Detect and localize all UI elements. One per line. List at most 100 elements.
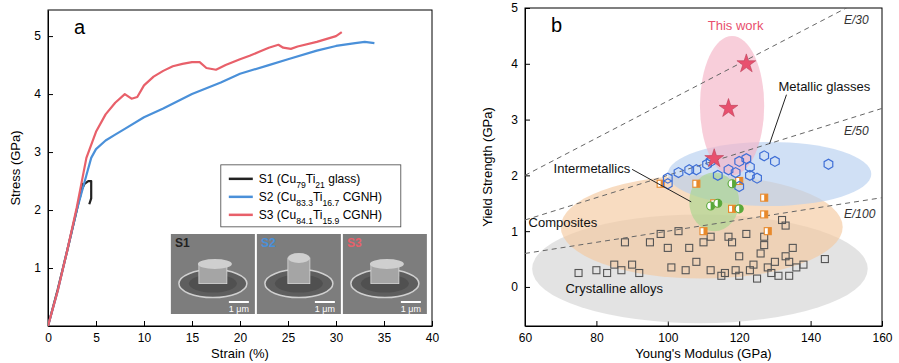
y-tick-mark <box>48 152 53 153</box>
y-tick: 5 <box>34 29 53 43</box>
reference-line <box>525 8 882 175</box>
marker <box>707 233 714 240</box>
marker <box>821 256 828 263</box>
point <box>700 228 707 235</box>
x-tick: 30 <box>330 321 344 345</box>
region-label: Composites <box>529 215 598 230</box>
point <box>729 239 736 246</box>
x-tick-mark <box>384 321 385 326</box>
marker <box>786 258 793 265</box>
y-tick-mark <box>48 268 53 269</box>
point <box>668 264 675 271</box>
region <box>700 36 764 175</box>
marker <box>729 205 736 212</box>
y-tick-mark <box>525 64 530 65</box>
marker <box>721 270 728 277</box>
x-tick: 140 <box>801 321 821 345</box>
reference-label: E/100 <box>844 207 876 221</box>
point <box>705 149 724 167</box>
point <box>753 173 762 183</box>
y-tick-mark <box>525 120 530 121</box>
marker <box>735 205 743 213</box>
marker <box>768 270 775 277</box>
x-tick: 20 <box>234 321 248 345</box>
point <box>735 205 743 213</box>
x-tick-label: 100 <box>658 331 678 345</box>
x-tick-label: 120 <box>730 331 750 345</box>
marker <box>754 275 761 282</box>
y-axis-title: Yield Strength (GPa) <box>480 107 495 226</box>
marker <box>757 250 764 257</box>
x-tick-mark <box>288 321 289 326</box>
x-tick: 160 <box>872 321 892 345</box>
x-axis: 6080100120140160 <box>519 321 893 345</box>
inset-label: S2 <box>261 236 276 250</box>
x-tick-label: 140 <box>801 331 821 345</box>
point <box>761 242 768 249</box>
marker <box>646 239 653 246</box>
panel-label: b <box>551 14 562 36</box>
text-part: 79 <box>296 180 306 190</box>
x-tick-mark <box>596 321 597 326</box>
legend-label: S3 (Cu84.1Ti15.9 CGNH) <box>259 208 382 226</box>
marker <box>668 264 675 271</box>
text-part: Ti <box>313 190 323 204</box>
y-tick-mark <box>525 231 530 232</box>
marker-fill <box>718 199 722 207</box>
figure: 051015202530354012345Strain (%)Stress (G… <box>0 0 899 363</box>
x-tick-label: 30 <box>330 331 344 345</box>
legend-label: S1 (Cu79Ti21 glass) <box>259 172 360 190</box>
point <box>714 199 722 207</box>
plot-frame <box>525 8 882 326</box>
point <box>707 267 714 274</box>
marker <box>674 168 683 178</box>
point <box>692 165 701 175</box>
y-tick: 2 <box>34 203 53 217</box>
inset-label: S3 <box>347 236 362 250</box>
marker <box>719 99 738 117</box>
marker <box>657 230 664 237</box>
x-tick-label: 40 <box>426 331 440 345</box>
point <box>775 272 782 279</box>
x-tick: 80 <box>590 321 604 345</box>
marker <box>629 261 636 268</box>
x-tick-label: 0 <box>45 331 52 345</box>
inset-bg <box>257 234 341 314</box>
marker <box>593 267 600 274</box>
marker <box>604 270 611 277</box>
y-tick-mark <box>48 36 53 37</box>
text-part: 15.9 <box>323 216 340 226</box>
y-tick: 0 <box>511 280 530 294</box>
y-tick: 4 <box>34 87 53 101</box>
region-label: Crystalline alloys <box>565 281 663 296</box>
x-tick: 120 <box>730 321 750 345</box>
point <box>575 270 582 277</box>
point <box>743 230 750 237</box>
marker <box>700 239 707 246</box>
y-tick-label: 0 <box>511 280 518 294</box>
y-tick: 2 <box>511 169 530 183</box>
x-tick-label: 25 <box>282 331 296 345</box>
point <box>821 256 828 263</box>
text-part: Ti <box>313 208 323 222</box>
marker <box>693 258 700 265</box>
marker <box>675 228 682 235</box>
inset-scale-label: 1 μm <box>229 304 249 314</box>
panel-label: a <box>74 16 86 38</box>
x-tick-mark <box>240 321 241 326</box>
inset-bg <box>343 234 427 314</box>
point <box>768 270 775 277</box>
legend-box <box>221 165 401 227</box>
x-tick: 100 <box>658 321 678 345</box>
x-tick: 10 <box>138 321 152 345</box>
text-part: S3 (Cu <box>259 208 296 222</box>
point <box>686 244 693 251</box>
point <box>754 275 761 282</box>
marker <box>731 168 740 178</box>
point <box>721 270 728 277</box>
point <box>593 267 600 274</box>
point <box>728 180 736 188</box>
y-tick: 3 <box>34 145 53 159</box>
y-tick-mark <box>525 287 530 288</box>
reference-label: E/50 <box>844 124 869 138</box>
